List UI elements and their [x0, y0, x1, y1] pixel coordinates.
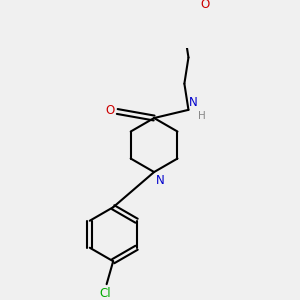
Text: N: N — [156, 174, 164, 187]
Text: N: N — [189, 96, 198, 109]
Text: O: O — [106, 104, 115, 117]
Text: O: O — [201, 0, 210, 11]
Text: Cl: Cl — [99, 286, 111, 300]
Text: H: H — [198, 112, 206, 122]
